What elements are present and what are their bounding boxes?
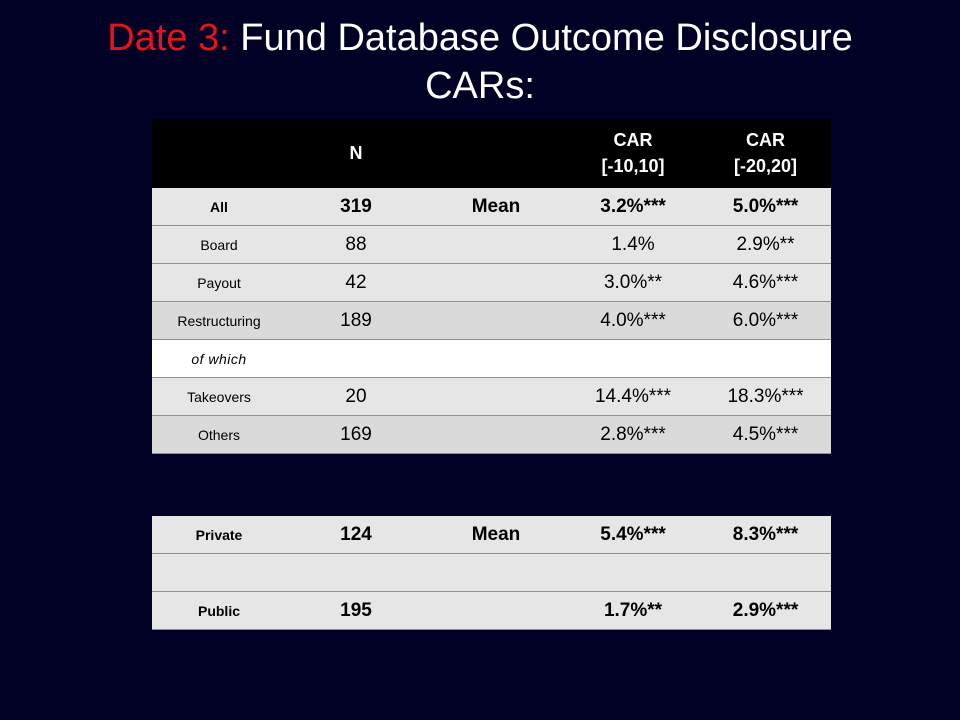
row-car-20: 18.3%***	[700, 377, 831, 416]
header-stat	[426, 119, 566, 188]
row-n: 42	[286, 263, 426, 302]
row-car-20: 4.6%***	[700, 263, 831, 302]
header-car-20-label: CAR	[746, 130, 785, 150]
row-car-10: 1.4%	[566, 225, 700, 264]
table-row-restructuring: Restructuring 189 4.0%*** 6.0%***	[152, 301, 831, 340]
row-n: 189	[286, 301, 426, 340]
row-car-10: 2.8%***	[566, 415, 700, 454]
ownership-table: Private 124 Mean 5.4%*** 8.3%*** Public …	[152, 516, 831, 630]
row-label: of which	[152, 339, 286, 378]
row-stat: Mean	[426, 516, 566, 554]
row-stat	[426, 225, 566, 264]
header-car-10-window: [-10,10]	[601, 156, 665, 176]
row-n: 124	[286, 516, 426, 554]
table-row-public: Public 195 1.7%** 2.9%***	[152, 591, 831, 630]
table-row-blank	[152, 553, 831, 592]
row-label: Payout	[152, 263, 286, 302]
table-row-all: All 319 Mean 3.2%*** 5.0%***	[152, 187, 831, 226]
row-stat	[426, 301, 566, 340]
title-main: Fund Database Outcome Disclosure	[229, 17, 853, 59]
header-car-10-label: CAR	[613, 130, 653, 150]
row-car-20: 2.9%***	[700, 591, 831, 630]
row-label: All	[152, 187, 286, 226]
table-row-takeovers: Takeovers 20 14.4%*** 18.3%***	[152, 377, 831, 416]
row-stat	[426, 553, 566, 592]
results-table: N CAR [-10,10] CAR [-20,20] All 319 Mean…	[152, 119, 831, 454]
header-car-20: CAR [-20,20]	[700, 119, 831, 188]
row-car-10	[566, 339, 700, 378]
row-stat: Mean	[426, 187, 566, 226]
row-n: 20	[286, 377, 426, 416]
row-car-10: 3.0%**	[566, 263, 700, 302]
row-n: 169	[286, 415, 426, 454]
table-row-payout: Payout 42 3.0%** 4.6%***	[152, 263, 831, 302]
table-row-board: Board 88 1.4% 2.9%**	[152, 225, 831, 264]
row-stat	[426, 415, 566, 454]
row-label: Others	[152, 415, 286, 454]
row-car-20: 5.0%***	[700, 187, 831, 226]
row-car-20: 6.0%***	[700, 301, 831, 340]
row-n: 319	[286, 187, 426, 226]
row-label: Takeovers	[152, 377, 286, 416]
table-header-row: N CAR [-10,10] CAR [-20,20]	[152, 119, 831, 188]
header-category	[152, 119, 286, 188]
row-car-10	[566, 553, 700, 592]
row-n	[286, 339, 426, 378]
row-n	[286, 553, 426, 592]
row-stat	[426, 377, 566, 416]
slide-title: Date 3: Fund Database Outcome Disclosure…	[0, 14, 960, 110]
row-stat	[426, 263, 566, 302]
row-n: 195	[286, 591, 426, 630]
row-car-10: 3.2%***	[566, 187, 700, 226]
title-line-1: Date 3: Fund Database Outcome Disclosure	[0, 14, 960, 62]
row-label: Board	[152, 225, 286, 264]
row-car-10: 1.7%**	[566, 591, 700, 630]
row-stat	[426, 339, 566, 378]
row-stat	[426, 591, 566, 630]
header-car-10: CAR [-10,10]	[566, 119, 700, 188]
row-label: Restructuring	[152, 301, 286, 340]
row-car-10: 14.4%***	[566, 377, 700, 416]
row-car-20: 2.9%**	[700, 225, 831, 264]
table-row-private: Private 124 Mean 5.4%*** 8.3%***	[152, 516, 831, 554]
table-row-of-which: of which	[152, 339, 831, 378]
row-car-20: 4.5%***	[700, 415, 831, 454]
row-car-20	[700, 553, 831, 592]
row-label: Private	[152, 516, 286, 554]
row-label: Public	[152, 591, 286, 630]
row-car-10: 4.0%***	[566, 301, 700, 340]
header-car-20-window: [-20,20]	[733, 156, 798, 176]
title-prefix: Date 3:	[107, 17, 230, 59]
row-n: 88	[286, 225, 426, 264]
table-row-others: Others 169 2.8%*** 4.5%***	[152, 415, 831, 454]
row-car-20: 8.3%***	[700, 516, 831, 554]
header-n: N	[286, 119, 426, 188]
row-car-20	[700, 339, 831, 378]
title-line-2: CARs:	[425, 65, 535, 107]
row-label	[152, 553, 286, 592]
row-car-10: 5.4%***	[566, 516, 700, 554]
